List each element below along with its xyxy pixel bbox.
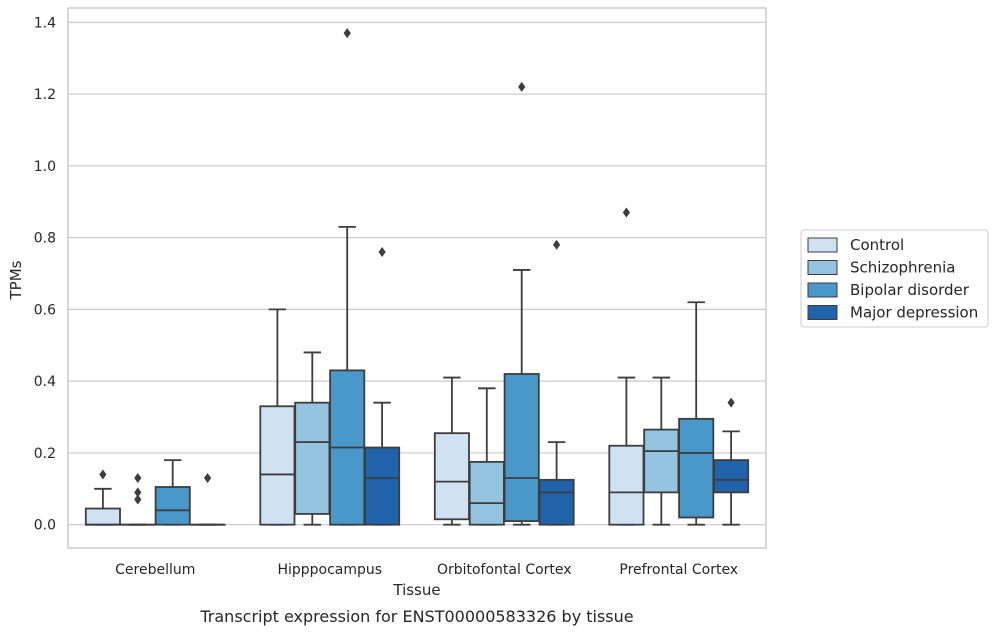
outlier-marker — [728, 398, 735, 408]
y-tick-label: 1.4 — [34, 15, 56, 31]
box-body — [260, 406, 294, 524]
y-tick-label: 0.4 — [34, 374, 56, 390]
y-tick-label: 0.8 — [34, 231, 56, 247]
box-major-depression — [190, 473, 224, 525]
box-body — [539, 480, 573, 525]
box-body — [156, 487, 190, 525]
outlier-marker — [99, 469, 106, 479]
outlier-marker — [134, 487, 141, 497]
box-bipolar-disorder — [505, 82, 539, 525]
box-bipolar-disorder — [330, 28, 364, 525]
box-control — [609, 208, 643, 525]
box-group — [260, 28, 399, 525]
box-body — [714, 460, 748, 492]
y-tick-label: 1.2 — [34, 87, 56, 103]
box-control — [260, 309, 294, 524]
y-tick-label: 0.6 — [34, 302, 56, 318]
box-body — [435, 433, 469, 519]
y-tick-label: 1.0 — [34, 159, 56, 175]
box-schizophrenia — [295, 352, 329, 524]
x-axis-label: Tissue — [392, 581, 440, 599]
box-control — [435, 378, 469, 525]
box-group — [609, 208, 748, 525]
legend: Control Schizophrenia Bipolar disorder Majo… — [801, 230, 988, 327]
box-body — [679, 419, 713, 518]
box-groups — [86, 28, 748, 525]
box-body — [86, 509, 120, 525]
legend-swatch — [808, 306, 837, 320]
box-control — [86, 469, 120, 524]
outlier-marker — [344, 28, 351, 38]
box-body — [365, 448, 399, 525]
box-major-depression — [714, 398, 748, 525]
legend-label: Major depression — [850, 304, 978, 322]
outlier-marker — [518, 82, 525, 92]
y-tick-label: 0.2 — [34, 446, 56, 462]
box-schizophrenia — [644, 378, 678, 525]
outlier-marker — [379, 247, 386, 257]
box-body — [609, 446, 643, 525]
outlier-marker — [204, 473, 211, 483]
x-tick-label: Hipppocampus — [277, 562, 382, 578]
legend-swatch — [808, 283, 837, 297]
box-schizophrenia — [121, 473, 155, 525]
legend-swatch — [808, 238, 837, 252]
box-body — [505, 374, 539, 521]
legend-swatch — [808, 261, 837, 275]
box-major-depression — [539, 240, 573, 525]
outlier-marker — [134, 473, 141, 483]
box-body — [644, 430, 678, 493]
box-group — [435, 82, 574, 525]
box-bipolar-disorder — [156, 460, 190, 525]
y-tick-labels: 0.0 0.2 0.4 0.6 0.8 1.0 1.2 1.4 — [34, 15, 56, 533]
chart-caption: Transcript expression for ENST0000058332… — [199, 607, 633, 626]
y-tick-label: 0.0 — [34, 518, 56, 534]
box-bipolar-disorder — [679, 302, 713, 524]
x-tick-labels: Cerebellum Hipppocampus Orbitofontal Corte… — [115, 562, 738, 578]
outlier-marker — [553, 240, 560, 250]
outlier-marker — [623, 208, 630, 218]
legend-label: Schizophrenia — [850, 259, 955, 277]
box-body — [295, 403, 329, 514]
legend-label: Control — [850, 236, 904, 254]
box-schizophrenia — [470, 388, 504, 524]
box-major-depression — [365, 247, 399, 525]
x-tick-label: Prefrontal Cortex — [619, 562, 738, 578]
legend-label: Bipolar disorder — [850, 281, 970, 299]
box-body — [470, 462, 504, 525]
box-group — [86, 460, 225, 525]
x-tick-label: Cerebellum — [115, 562, 195, 578]
y-axis-label: TPMs — [7, 260, 25, 300]
x-tick-label: Orbitofontal Cortex — [437, 562, 572, 578]
